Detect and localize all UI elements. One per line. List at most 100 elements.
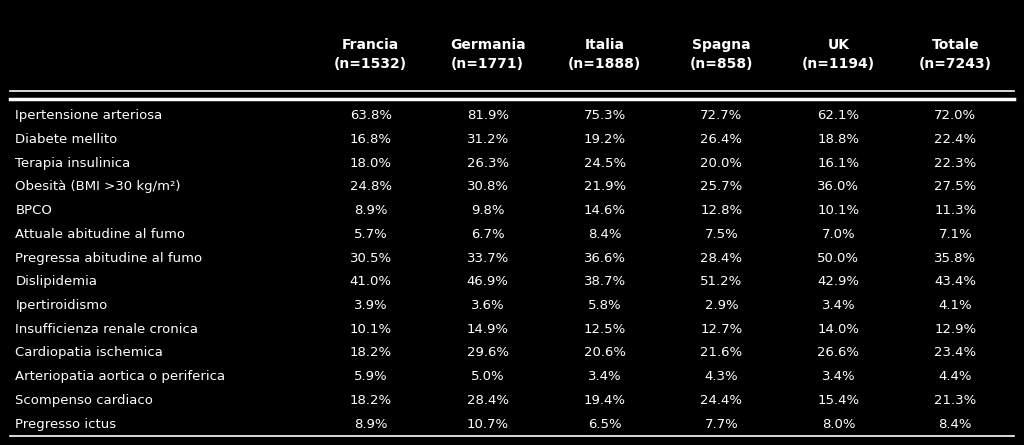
Text: 20.0%: 20.0% xyxy=(700,157,742,170)
Text: 5.7%: 5.7% xyxy=(354,228,388,241)
Text: 12.7%: 12.7% xyxy=(700,323,742,336)
Text: 21.9%: 21.9% xyxy=(584,180,626,193)
Text: 20.6%: 20.6% xyxy=(584,347,626,360)
Text: 8.4%: 8.4% xyxy=(939,418,972,431)
Text: 25.7%: 25.7% xyxy=(700,180,742,193)
Text: Terapia insulinica: Terapia insulinica xyxy=(15,157,131,170)
Text: 10.1%: 10.1% xyxy=(817,204,859,217)
Text: 18.0%: 18.0% xyxy=(350,157,392,170)
Text: 29.6%: 29.6% xyxy=(467,347,509,360)
Text: 3.6%: 3.6% xyxy=(471,299,505,312)
Text: 10.1%: 10.1% xyxy=(350,323,392,336)
Text: 51.2%: 51.2% xyxy=(700,275,742,288)
Text: 3.4%: 3.4% xyxy=(821,299,855,312)
Text: Diabete mellito: Diabete mellito xyxy=(15,133,118,146)
Text: 26.4%: 26.4% xyxy=(700,133,742,146)
Text: 14.9%: 14.9% xyxy=(467,323,509,336)
Text: Pregresso ictus: Pregresso ictus xyxy=(15,418,117,431)
Text: 41.0%: 41.0% xyxy=(350,275,392,288)
Text: 63.8%: 63.8% xyxy=(350,109,392,122)
Text: 7.0%: 7.0% xyxy=(821,228,855,241)
Text: 30.8%: 30.8% xyxy=(467,180,509,193)
Text: 3.4%: 3.4% xyxy=(588,370,622,383)
Text: 24.4%: 24.4% xyxy=(700,394,742,407)
Text: 5.9%: 5.9% xyxy=(354,370,388,383)
Text: 75.3%: 75.3% xyxy=(584,109,626,122)
Text: 8.4%: 8.4% xyxy=(588,228,622,241)
Text: Francia
(n=1532): Francia (n=1532) xyxy=(334,38,408,71)
Text: 14.0%: 14.0% xyxy=(817,323,859,336)
Text: 33.7%: 33.7% xyxy=(467,251,509,264)
Text: 28.4%: 28.4% xyxy=(700,251,742,264)
Text: Dislipidemia: Dislipidemia xyxy=(15,275,97,288)
Text: Arteriopatia aortica o periferica: Arteriopatia aortica o periferica xyxy=(15,370,225,383)
Text: Ipertensione arteriosa: Ipertensione arteriosa xyxy=(15,109,163,122)
Text: 18.2%: 18.2% xyxy=(350,394,392,407)
Text: 24.8%: 24.8% xyxy=(350,180,392,193)
Text: 3.4%: 3.4% xyxy=(821,370,855,383)
Text: 18.8%: 18.8% xyxy=(817,133,859,146)
Text: 30.5%: 30.5% xyxy=(350,251,392,264)
Text: 19.4%: 19.4% xyxy=(584,394,626,407)
Text: 2.9%: 2.9% xyxy=(705,299,738,312)
Text: 4.1%: 4.1% xyxy=(938,299,972,312)
Text: 16.1%: 16.1% xyxy=(817,157,859,170)
Text: 9.8%: 9.8% xyxy=(471,204,505,217)
Text: 4.3%: 4.3% xyxy=(705,370,738,383)
Text: 7.5%: 7.5% xyxy=(705,228,738,241)
Text: 72.7%: 72.7% xyxy=(700,109,742,122)
Text: 11.3%: 11.3% xyxy=(934,204,977,217)
Text: 21.3%: 21.3% xyxy=(934,394,977,407)
Text: 7.7%: 7.7% xyxy=(705,418,738,431)
Text: Attuale abitudine al fumo: Attuale abitudine al fumo xyxy=(15,228,185,241)
Text: 12.5%: 12.5% xyxy=(584,323,626,336)
Text: 36.6%: 36.6% xyxy=(584,251,626,264)
Text: 26.6%: 26.6% xyxy=(817,347,859,360)
Text: Spagna
(n=858): Spagna (n=858) xyxy=(690,38,754,71)
Text: 19.2%: 19.2% xyxy=(584,133,626,146)
Text: 10.7%: 10.7% xyxy=(467,418,509,431)
Text: 38.7%: 38.7% xyxy=(584,275,626,288)
Text: BPCO: BPCO xyxy=(15,204,52,217)
Text: 27.5%: 27.5% xyxy=(934,180,977,193)
Text: 22.4%: 22.4% xyxy=(934,133,976,146)
Text: 5.8%: 5.8% xyxy=(588,299,622,312)
Text: 6.7%: 6.7% xyxy=(471,228,505,241)
Text: 21.6%: 21.6% xyxy=(700,347,742,360)
Text: 3.9%: 3.9% xyxy=(354,299,388,312)
Text: Totale
(n=7243): Totale (n=7243) xyxy=(919,38,992,71)
Text: 72.0%: 72.0% xyxy=(934,109,976,122)
Text: 35.8%: 35.8% xyxy=(934,251,976,264)
Text: 22.3%: 22.3% xyxy=(934,157,977,170)
Text: Cardiopatia ischemica: Cardiopatia ischemica xyxy=(15,347,163,360)
Text: 18.2%: 18.2% xyxy=(350,347,392,360)
Text: 5.0%: 5.0% xyxy=(471,370,505,383)
Text: 23.4%: 23.4% xyxy=(934,347,976,360)
Text: 42.9%: 42.9% xyxy=(817,275,859,288)
Text: Ipertiroidismo: Ipertiroidismo xyxy=(15,299,108,312)
Text: Scompenso cardiaco: Scompenso cardiaco xyxy=(15,394,154,407)
Text: 46.9%: 46.9% xyxy=(467,275,509,288)
Text: 28.4%: 28.4% xyxy=(467,394,509,407)
Text: 14.6%: 14.6% xyxy=(584,204,626,217)
Text: 26.3%: 26.3% xyxy=(467,157,509,170)
Text: 16.8%: 16.8% xyxy=(350,133,392,146)
Text: 6.5%: 6.5% xyxy=(588,418,622,431)
Text: UK
(n=1194): UK (n=1194) xyxy=(802,38,874,71)
Text: 31.2%: 31.2% xyxy=(467,133,509,146)
Text: 36.0%: 36.0% xyxy=(817,180,859,193)
Text: 50.0%: 50.0% xyxy=(817,251,859,264)
Text: 12.8%: 12.8% xyxy=(700,204,742,217)
Text: 43.4%: 43.4% xyxy=(934,275,976,288)
Text: 8.9%: 8.9% xyxy=(354,418,387,431)
Text: 62.1%: 62.1% xyxy=(817,109,859,122)
Text: 12.9%: 12.9% xyxy=(934,323,976,336)
Text: Insufficienza renale cronica: Insufficienza renale cronica xyxy=(15,323,199,336)
Text: 4.4%: 4.4% xyxy=(939,370,972,383)
Text: 7.1%: 7.1% xyxy=(938,228,972,241)
Text: Pregressa abitudine al fumo: Pregressa abitudine al fumo xyxy=(15,251,203,264)
Text: Germania
(n=1771): Germania (n=1771) xyxy=(450,38,525,71)
Text: 8.0%: 8.0% xyxy=(821,418,855,431)
Text: 15.4%: 15.4% xyxy=(817,394,859,407)
Text: 81.9%: 81.9% xyxy=(467,109,509,122)
